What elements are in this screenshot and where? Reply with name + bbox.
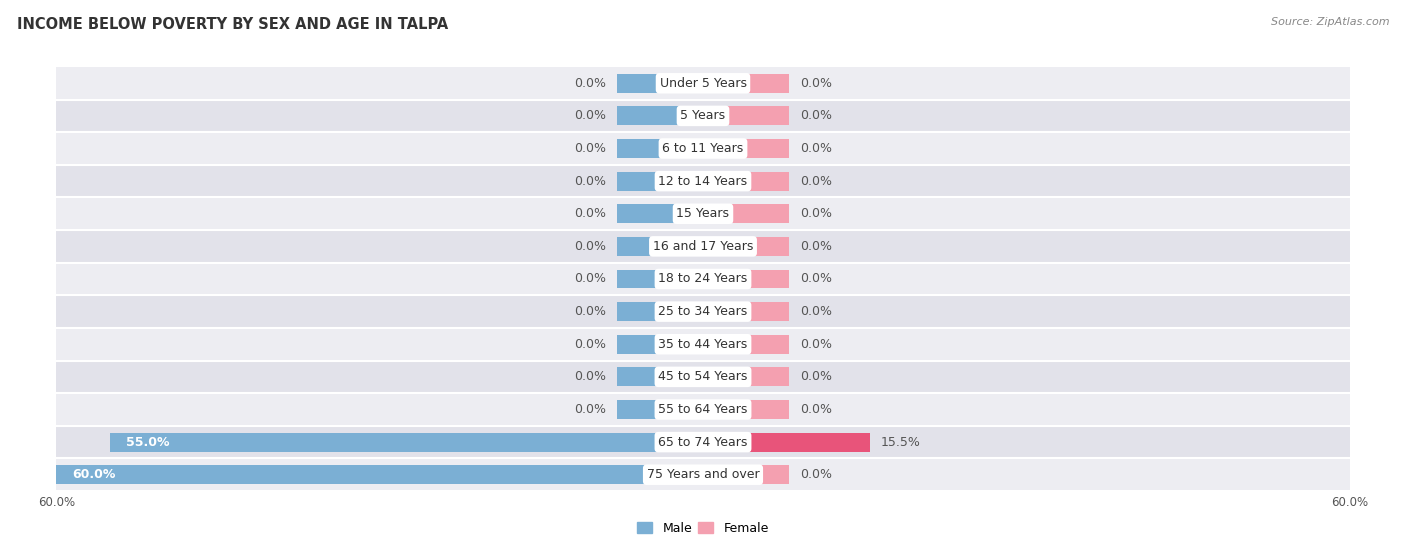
Text: 6 to 11 Years: 6 to 11 Years: [662, 142, 744, 155]
Text: 0.0%: 0.0%: [800, 207, 832, 220]
Bar: [56, 67, 1350, 99]
Bar: [703, 367, 789, 386]
Legend: Male, Female: Male, Female: [633, 517, 773, 540]
Text: 0.0%: 0.0%: [800, 77, 832, 90]
Text: 0.0%: 0.0%: [574, 371, 606, 383]
Bar: [110, 432, 703, 451]
Bar: [617, 400, 703, 419]
Text: 0.0%: 0.0%: [800, 175, 832, 187]
Text: Source: ZipAtlas.com: Source: ZipAtlas.com: [1271, 17, 1389, 27]
Text: 0.0%: 0.0%: [800, 468, 832, 481]
Text: 25 to 34 Years: 25 to 34 Years: [658, 305, 748, 318]
Text: 16 and 17 Years: 16 and 17 Years: [652, 240, 754, 253]
Text: 0.0%: 0.0%: [574, 305, 606, 318]
Bar: [56, 132, 1350, 165]
Bar: [617, 139, 703, 158]
Text: Under 5 Years: Under 5 Years: [659, 77, 747, 90]
Bar: [56, 360, 1350, 393]
Text: 0.0%: 0.0%: [574, 109, 606, 122]
Text: 0.0%: 0.0%: [800, 403, 832, 416]
Text: 0.0%: 0.0%: [800, 272, 832, 286]
Text: 0.0%: 0.0%: [574, 77, 606, 90]
Text: 0.0%: 0.0%: [574, 403, 606, 416]
Bar: [617, 270, 703, 288]
Text: 45 to 54 Years: 45 to 54 Years: [658, 371, 748, 383]
Bar: [617, 172, 703, 191]
Bar: [703, 465, 789, 484]
Bar: [703, 400, 789, 419]
Text: 0.0%: 0.0%: [800, 371, 832, 383]
Bar: [56, 465, 703, 484]
Text: 0.0%: 0.0%: [800, 142, 832, 155]
Bar: [617, 204, 703, 223]
Text: 15.5%: 15.5%: [880, 436, 921, 449]
Bar: [703, 204, 789, 223]
Text: 12 to 14 Years: 12 to 14 Years: [658, 175, 748, 187]
Bar: [56, 165, 1350, 198]
Bar: [56, 99, 1350, 132]
Bar: [56, 328, 1350, 360]
Bar: [617, 74, 703, 93]
Text: 0.0%: 0.0%: [800, 240, 832, 253]
Text: 55 to 64 Years: 55 to 64 Years: [658, 403, 748, 416]
Bar: [56, 198, 1350, 230]
Bar: [617, 367, 703, 386]
Text: INCOME BELOW POVERTY BY SEX AND AGE IN TALPA: INCOME BELOW POVERTY BY SEX AND AGE IN T…: [17, 17, 449, 32]
Bar: [56, 393, 1350, 426]
Text: 0.0%: 0.0%: [574, 175, 606, 187]
Text: 75 Years and over: 75 Years and over: [647, 468, 759, 481]
Bar: [617, 335, 703, 354]
Bar: [703, 432, 870, 451]
Text: 18 to 24 Years: 18 to 24 Years: [658, 272, 748, 286]
Text: 15 Years: 15 Years: [676, 207, 730, 220]
Bar: [56, 230, 1350, 263]
Text: 0.0%: 0.0%: [800, 305, 832, 318]
Text: 0.0%: 0.0%: [574, 240, 606, 253]
Bar: [703, 107, 789, 126]
Bar: [703, 270, 789, 288]
Text: 65 to 74 Years: 65 to 74 Years: [658, 436, 748, 449]
Text: 0.0%: 0.0%: [574, 142, 606, 155]
Bar: [617, 107, 703, 126]
Bar: [56, 426, 1350, 459]
Bar: [703, 172, 789, 191]
Bar: [617, 237, 703, 256]
Text: 35 to 44 Years: 35 to 44 Years: [658, 338, 748, 351]
Text: 5 Years: 5 Years: [681, 109, 725, 122]
Bar: [703, 74, 789, 93]
Text: 0.0%: 0.0%: [574, 338, 606, 351]
Bar: [617, 302, 703, 321]
Text: 60.0%: 60.0%: [73, 468, 115, 481]
Text: 0.0%: 0.0%: [800, 109, 832, 122]
Bar: [56, 295, 1350, 328]
Text: 0.0%: 0.0%: [800, 338, 832, 351]
Bar: [56, 263, 1350, 295]
Text: 55.0%: 55.0%: [127, 436, 170, 449]
Bar: [703, 237, 789, 256]
Bar: [703, 139, 789, 158]
Text: 0.0%: 0.0%: [574, 272, 606, 286]
Text: 0.0%: 0.0%: [574, 207, 606, 220]
Bar: [56, 459, 1350, 491]
Bar: [703, 302, 789, 321]
Bar: [703, 335, 789, 354]
